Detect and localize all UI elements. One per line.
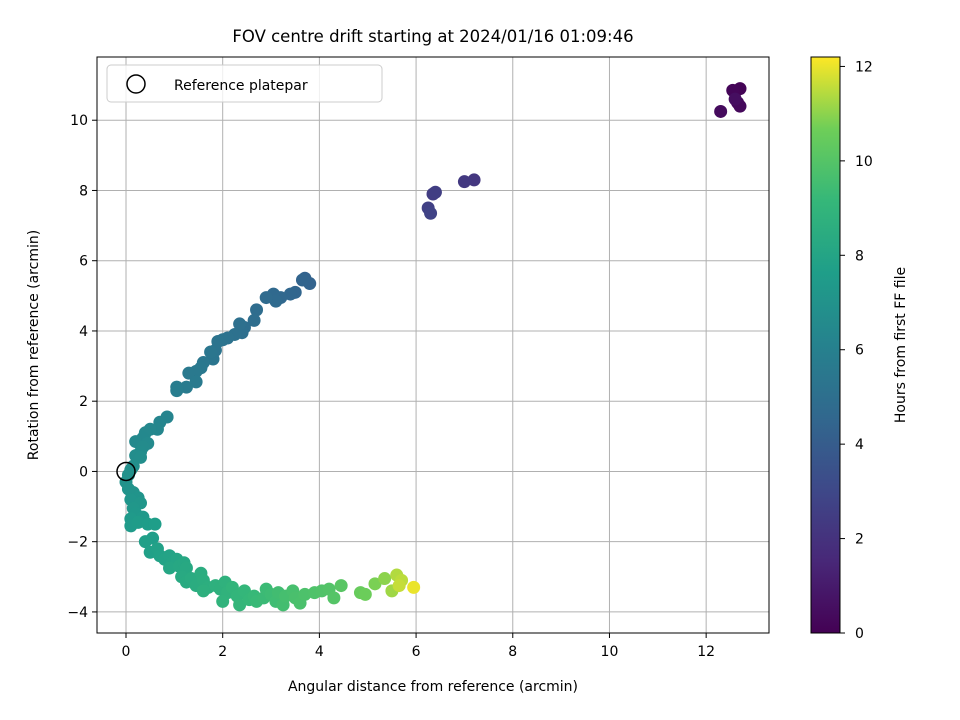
x-axis-label: Angular distance from reference (arcmin): [288, 679, 578, 695]
colorbar-tick-label: 4: [855, 437, 864, 453]
data-point: [182, 366, 196, 380]
data-point: [216, 594, 230, 608]
data-point: [131, 515, 145, 529]
legend-reference-marker: [126, 74, 146, 94]
y-tick-label: −2: [67, 535, 88, 551]
colorbar-tick-label: 10: [855, 154, 873, 170]
y-tick-label: −4: [67, 605, 88, 621]
data-point: [295, 273, 309, 287]
plot-frame: [96, 56, 770, 634]
y-axis-ticks: −4 −2 0 2 4 6 8 10: [67, 113, 97, 621]
data-point: [334, 579, 348, 593]
y-tick-label: 8: [79, 183, 88, 199]
gridlines: [97, 57, 769, 633]
y-tick-label: 6: [79, 254, 88, 270]
colorbar-tick-label: 0: [855, 626, 864, 642]
reference-platepar-marker: [116, 461, 136, 482]
data-point: [259, 291, 273, 305]
data-point: [467, 173, 481, 187]
y-tick-label: 4: [79, 324, 88, 340]
data-point: [428, 185, 442, 199]
colorbar-gradient: [810, 56, 841, 634]
y-tick-label: 2: [79, 394, 88, 410]
data-point: [189, 375, 203, 389]
data-point: [138, 535, 152, 549]
data-point: [392, 579, 406, 593]
data-point: [407, 580, 421, 594]
colorbar-tick-label: 8: [855, 248, 864, 264]
data-points: [119, 82, 747, 612]
colorbar-ticks: 0 2 4 6 8 10 12: [840, 59, 873, 642]
data-point: [327, 591, 341, 605]
data-point: [298, 587, 312, 601]
data-point: [204, 345, 218, 359]
colorbar: 0 2 4 6 8 10 12 Hours from first FF file: [810, 56, 909, 642]
data-point: [170, 384, 184, 398]
y-tick-label: 0: [79, 464, 88, 480]
legend-entry-reference: Reference platepar: [174, 78, 308, 94]
y-tick-label: 10: [70, 113, 88, 129]
data-point: [714, 104, 728, 118]
legend: Reference platepar: [106, 64, 383, 103]
data-point: [247, 313, 261, 327]
data-point: [250, 303, 264, 317]
x-tick-label: 10: [601, 644, 619, 660]
data-point: [378, 572, 392, 586]
y-axis-label: Rotation from reference (arcmin): [26, 230, 42, 460]
data-point: [196, 584, 210, 598]
x-tick-label: 2: [218, 644, 227, 660]
reference-marker-group: [116, 461, 136, 482]
data-point: [233, 598, 247, 612]
legend-box: [106, 64, 383, 103]
data-point: [358, 587, 372, 601]
x-tick-label: 4: [315, 644, 324, 660]
data-point: [148, 517, 162, 531]
data-point: [134, 450, 148, 464]
colorbar-tick-label: 12: [855, 59, 873, 75]
x-tick-label: 8: [508, 644, 517, 660]
colorbar-tick-label: 6: [855, 343, 864, 359]
colorbar-tick-label: 2: [855, 532, 864, 548]
colorbar-label: Hours from first FF file: [893, 267, 909, 423]
data-point: [368, 577, 382, 591]
data-point: [424, 206, 438, 220]
x-axis-ticks: 0 2 4 6 8 10 12: [122, 633, 715, 660]
chart-title: FOV centre drift starting at 2024/01/16 …: [232, 27, 633, 46]
data-point: [728, 92, 742, 106]
x-tick-label: 0: [122, 644, 131, 660]
data-point: [163, 561, 177, 575]
data-point: [457, 175, 471, 189]
x-tick-label: 12: [697, 644, 715, 660]
x-tick-label: 6: [412, 644, 421, 660]
data-point: [233, 317, 247, 331]
